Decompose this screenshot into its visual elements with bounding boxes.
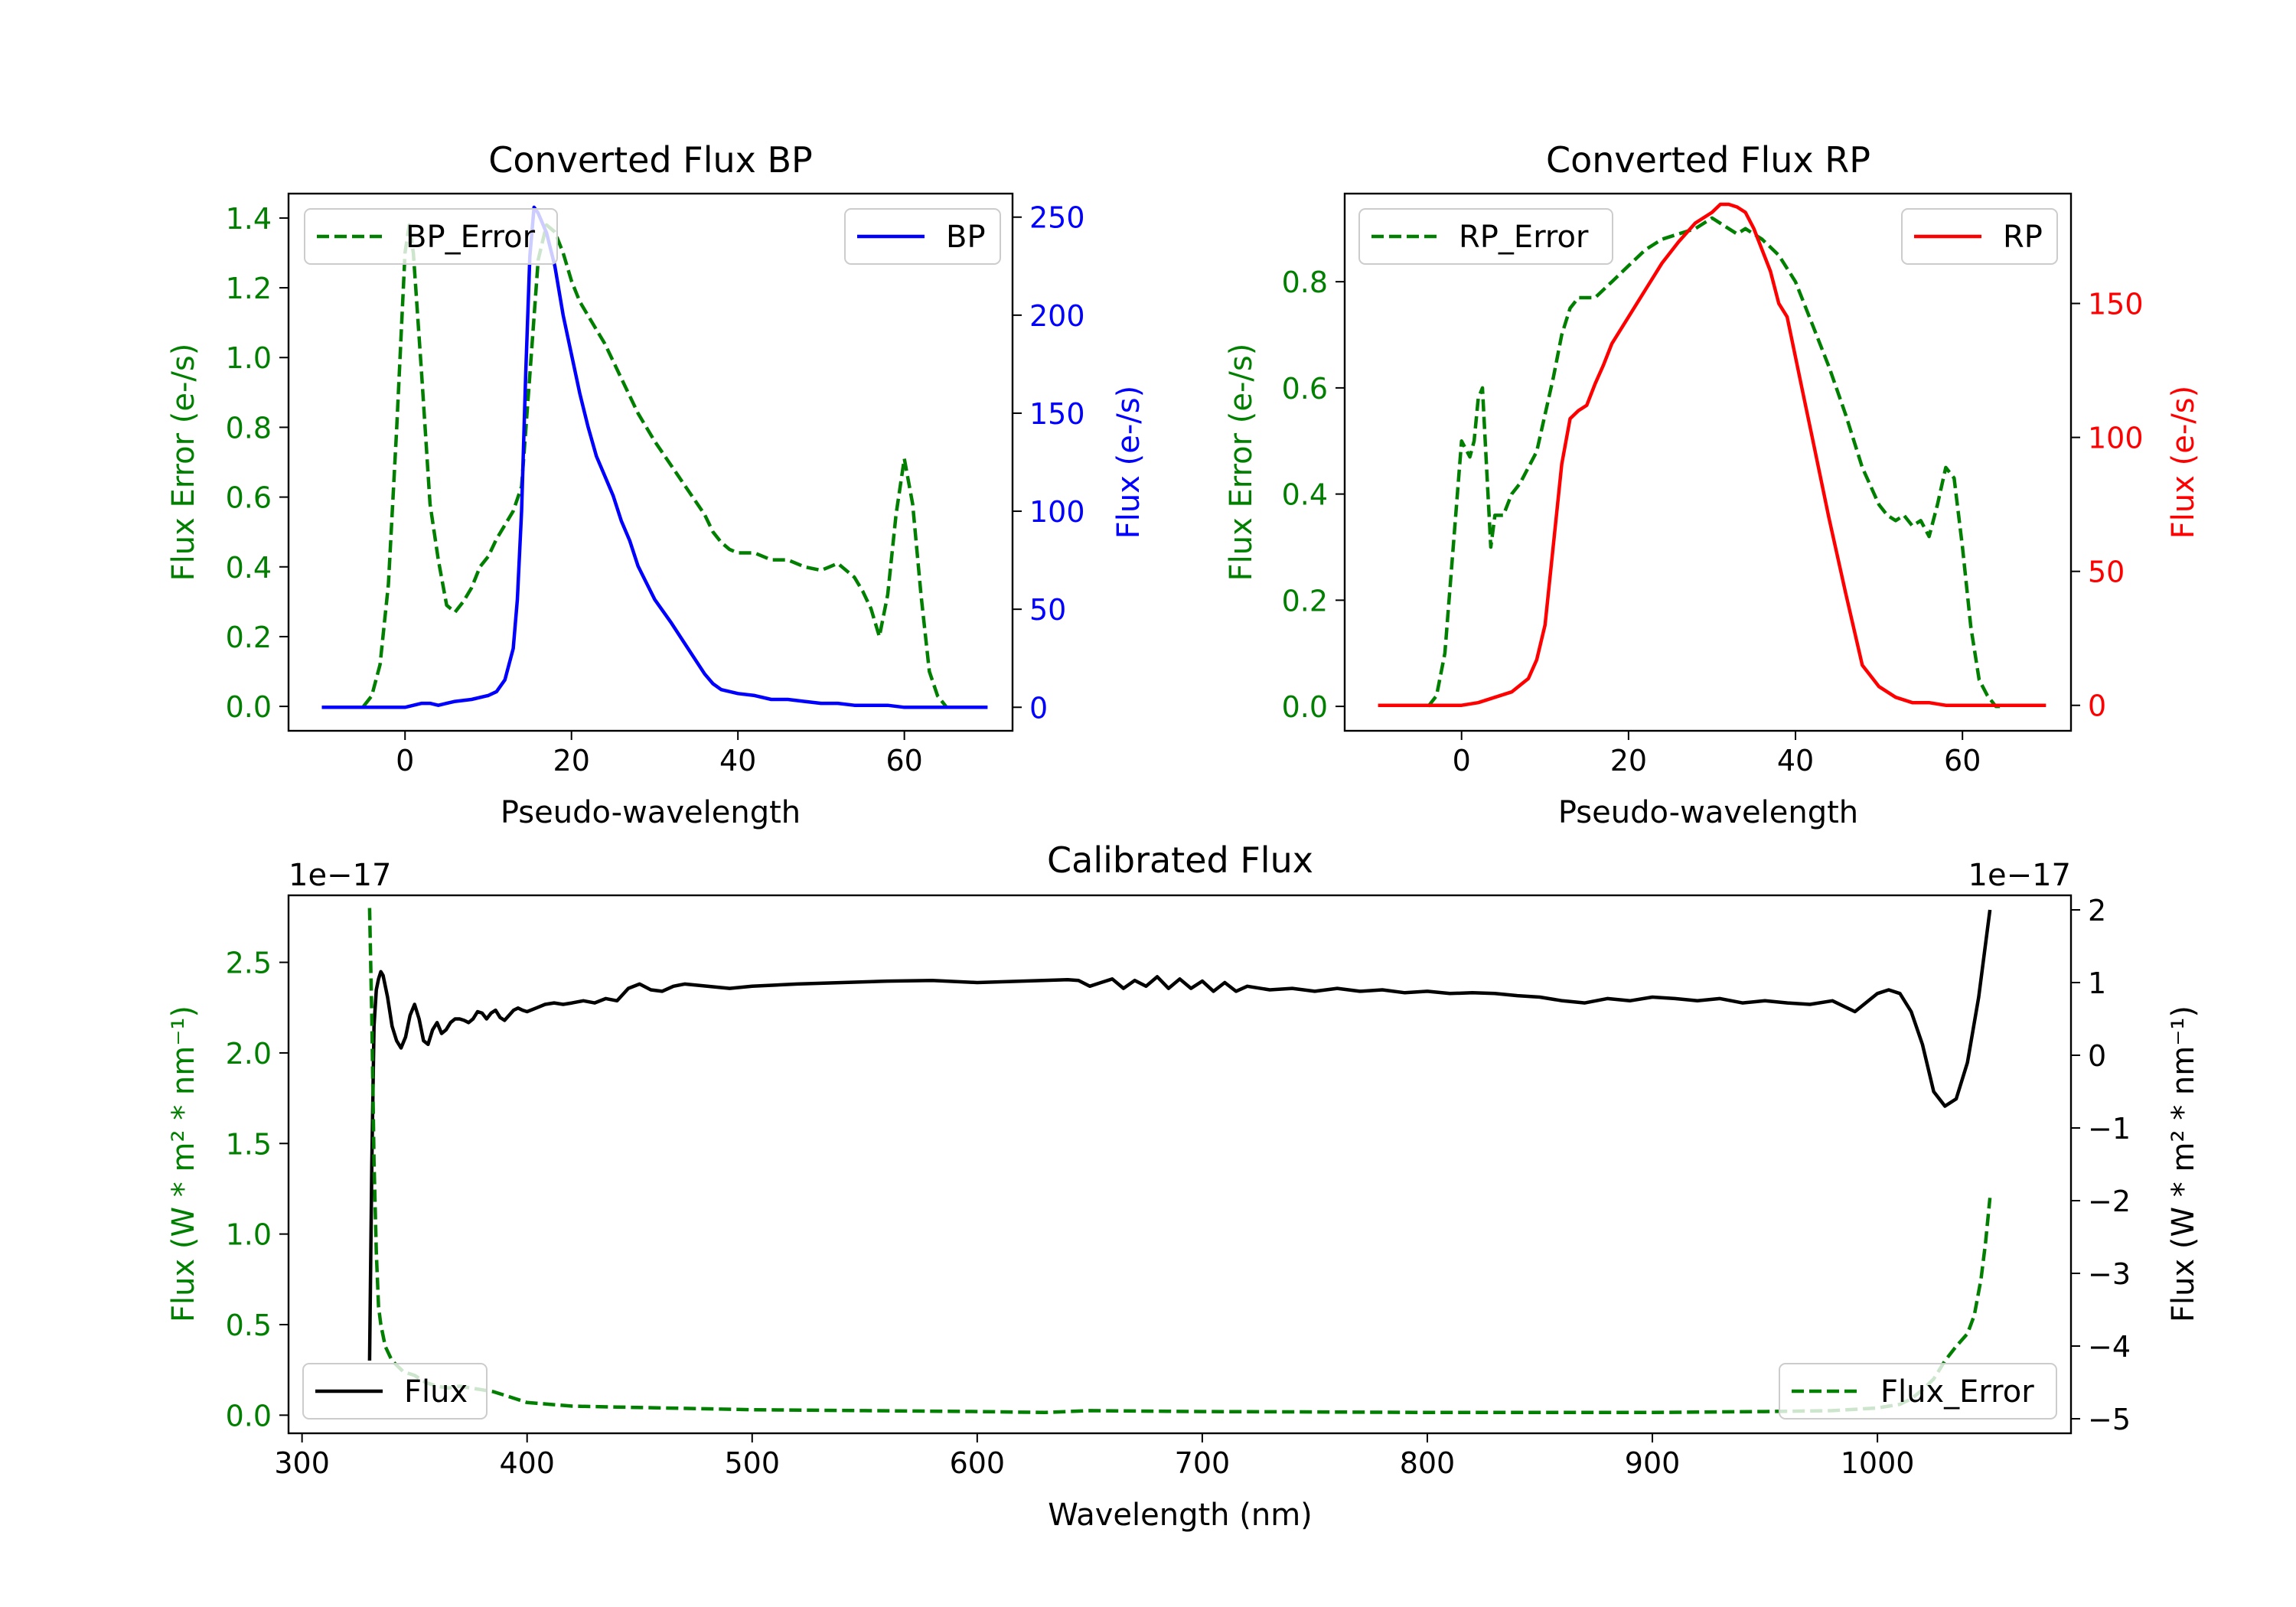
bp-xlabel: Pseudo-wavelength — [501, 795, 801, 830]
calibrated-ytick-right-label: −3 — [2088, 1257, 2131, 1291]
bp-legend-error-label: BP_Error — [406, 220, 536, 255]
rp-series-rp_error — [1427, 216, 2004, 709]
bp-series-bp — [321, 205, 988, 709]
calibrated-ytick-left-label: 2.0 — [226, 1037, 272, 1071]
calibrated-offset-left: 1e−17 — [289, 858, 391, 893]
bp-xtick-label: 0 — [396, 744, 414, 777]
calibrated-offset-right: 1e−17 — [1968, 858, 2071, 893]
bp-legend-error: BP_Error — [304, 208, 558, 265]
bp-ytick-right-label: 50 — [1029, 593, 1066, 627]
calibrated-ytick-right-label: −2 — [2088, 1185, 2131, 1218]
rp-series — [1378, 202, 2047, 709]
calibrated-xtick-label: 900 — [1625, 1446, 1681, 1480]
calibrated-xtick-label: 300 — [274, 1446, 330, 1480]
bp-series — [321, 205, 988, 709]
bp-ytick-right-label: 0 — [1029, 691, 1048, 725]
rp-ylabel-right: Flux (e-/s) — [2166, 386, 2201, 539]
rp-series-rp — [1378, 202, 2047, 707]
rp-ylabel-left: Flux Error (e-/s) — [1224, 344, 1259, 582]
calibrated-xtick-label: 1000 — [1841, 1446, 1915, 1480]
rp-ytick-left-label: 0.8 — [1282, 266, 1328, 299]
bp-ytick-right-label: 100 — [1029, 495, 1085, 529]
rp-ytick-left-label: 0.4 — [1282, 478, 1328, 512]
bp-xtick-label: 60 — [885, 744, 922, 777]
rp-title: Converted Flux RP — [1546, 139, 1870, 181]
calibrated-ylabel-left: Flux (W * m² * nm⁻¹) — [166, 1006, 201, 1322]
panel-calibrated: Calibrated Flux 1e−17 1e−17 300 400 500 600… — [166, 839, 2201, 1533]
calibrated-ytick-right-label: 0 — [2088, 1039, 2106, 1073]
calibrated-xlabel: Wavelength (nm) — [1048, 1498, 1313, 1533]
rp-ytick-left-label: 0.6 — [1282, 372, 1328, 406]
bp-series-bp_error — [362, 223, 947, 708]
calibrated-ticks: 300 400 500 600 700 800 900 1000 0.0 0.5 1.0 1.5 2.0… — [226, 894, 2131, 1480]
rp-xlabel: Pseudo-wavelength — [1558, 795, 1858, 830]
bp-ytick-right-label: 150 — [1029, 397, 1085, 431]
bp-ylabel-right: Flux (e-/s) — [1111, 386, 1146, 539]
calibrated-xtick-label: 400 — [499, 1446, 555, 1480]
bp-ytick-left-label: 1.4 — [226, 202, 272, 236]
calibrated-title: Calibrated Flux — [1047, 839, 1313, 881]
bp-ytick-left-label: 0.4 — [226, 551, 272, 585]
rp-axes-frame — [1343, 192, 2073, 732]
rp-ytick-right-label: 150 — [2088, 288, 2144, 321]
bp-xtick-label: 40 — [719, 744, 756, 777]
rp-xtick-label: 40 — [1777, 744, 1814, 777]
panel-rp: Converted Flux RP 0 20 40 60 0.0 0.2 0.4 0.6 0.8… — [1224, 139, 2201, 830]
rp-legend-flux: RP — [1901, 208, 2058, 265]
bp-ytick-left-label: 0.6 — [226, 481, 272, 515]
bp-axes-frame — [287, 192, 1014, 732]
rp-legend-error: RP_Error — [1358, 208, 1613, 265]
bp-xtick-label: 20 — [553, 744, 590, 777]
rp-legend-flux-label: RP — [2003, 220, 2043, 255]
calibrated-legend-error-label: Flux_Error — [1880, 1374, 2034, 1410]
bp-ylabel-left: Flux Error (e-/s) — [166, 344, 201, 582]
calibrated-ytick-left-label: 0.0 — [226, 1399, 272, 1433]
rp-ytick-right-label: 100 — [2088, 422, 2144, 455]
calibrated-ytick-left-label: 1.0 — [226, 1218, 272, 1252]
calibrated-xtick-label: 500 — [725, 1446, 781, 1480]
calibrated-legend-error: Flux_Error — [1779, 1363, 2057, 1420]
bp-ytick-right-label: 250 — [1029, 201, 1085, 235]
rp-xtick-label: 60 — [1944, 744, 1981, 777]
bp-ytick-left-label: 1.2 — [226, 272, 272, 305]
rp-ytick-right-label: 50 — [2088, 556, 2125, 589]
bp-title: Converted Flux BP — [488, 139, 813, 181]
rp-ticks: 0 20 40 60 0.0 0.2 0.4 0.6 0.8 0 50 100 150 — [1282, 266, 2144, 777]
calibrated-legend-flux: Flux — [302, 1363, 488, 1420]
bp-ytick-left-label: 0.8 — [226, 411, 272, 445]
calibrated-axes-frame — [287, 894, 2073, 1435]
calibrated-ytick-right-label: −4 — [2088, 1330, 2131, 1364]
calibrated-series — [367, 908, 1992, 1415]
calibrated-xtick-label: 700 — [1175, 1446, 1231, 1480]
bp-legend-flux: BP — [844, 208, 1001, 265]
calibrated-legend-flux-label: Flux — [404, 1374, 468, 1410]
calibrated-ylabel-right: Flux (W * m² * nm⁻¹) — [2166, 1006, 2201, 1322]
rp-ytick-left-label: 0.0 — [1282, 690, 1328, 724]
calibrated-ytick-right-label: 1 — [2088, 966, 2106, 1000]
calibrated-xtick-label: 600 — [950, 1446, 1006, 1480]
rp-xtick-label: 20 — [1610, 744, 1647, 777]
bp-ytick-left-label: 1.0 — [226, 341, 272, 375]
bp-ytick-left-label: 0.2 — [226, 621, 272, 654]
rp-ytick-right-label: 0 — [2088, 689, 2106, 723]
calibrated-ytick-left-label: 2.5 — [226, 947, 272, 980]
calibrated-xtick-label: 800 — [1400, 1446, 1456, 1480]
bp-ticks: 0 20 40 60 0.0 0.2 0.4 0.6 0.8 1.0 1.2 1.4 0 50 100 150… — [226, 201, 1085, 777]
bp-ytick-left-label: 0.0 — [226, 690, 272, 724]
calibrated-series-flux — [367, 909, 1992, 1361]
calibrated-ytick-right-label: −5 — [2088, 1403, 2131, 1436]
calibrated-ytick-left-label: 0.5 — [226, 1309, 272, 1342]
rp-xtick-label: 0 — [1453, 744, 1471, 777]
bp-legend-flux-label: BP — [946, 220, 986, 255]
calibrated-series-flux_error — [367, 908, 1992, 1415]
panel-bp: Converted Flux BP 0 20 40 60 0.0 0.2 0.4 0.6 0.8… — [166, 139, 1146, 830]
rp-ytick-left-label: 0.2 — [1282, 584, 1328, 618]
calibrated-ytick-left-label: 1.5 — [226, 1127, 272, 1161]
calibrated-ytick-right-label: −1 — [2088, 1112, 2131, 1146]
bp-ytick-right-label: 200 — [1029, 299, 1085, 333]
calibrated-ytick-right-label: 2 — [2088, 894, 2106, 927]
rp-legend-error-label: RP_Error — [1459, 220, 1589, 255]
